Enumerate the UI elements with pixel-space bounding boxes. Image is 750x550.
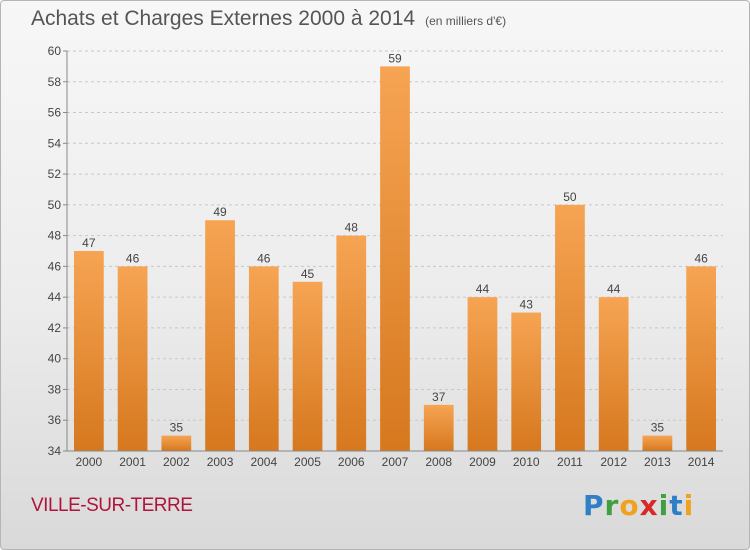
data-label: 35 <box>651 421 665 435</box>
data-label: 44 <box>476 282 490 296</box>
x-tick-label: 2005 <box>294 455 321 469</box>
y-tick-label: 36 <box>48 413 62 427</box>
y-tick-label: 44 <box>48 290 62 304</box>
y-tick-label: 40 <box>48 352 62 366</box>
bar <box>117 266 148 451</box>
data-label: 49 <box>213 205 227 219</box>
y-tick-label: 60 <box>48 44 62 58</box>
x-tick-label: 2007 <box>382 455 409 469</box>
y-tick-label: 52 <box>48 167 62 181</box>
data-label: 44 <box>607 282 621 296</box>
logo-letter: x <box>639 489 659 522</box>
data-label: 50 <box>563 190 577 204</box>
x-tick-label: 2014 <box>688 455 715 469</box>
data-label: 46 <box>694 251 708 265</box>
x-tick-label: 2002 <box>163 455 190 469</box>
x-tick-label: 2011 <box>557 455 583 469</box>
data-label: 46 <box>257 251 271 265</box>
data-label: 46 <box>126 251 140 265</box>
data-label: 47 <box>82 236 96 250</box>
bar <box>642 435 673 451</box>
bar <box>598 297 629 451</box>
bar <box>380 66 410 451</box>
x-tick-label: 2010 <box>513 455 540 469</box>
y-tick-label: 50 <box>48 198 62 212</box>
x-tick-label: 2001 <box>119 455 146 469</box>
chart-title-text: Achats et Charges Externes 2000 à 2014 <box>31 7 416 30</box>
commune-name: VILLE-SUR-TERRE <box>31 495 193 516</box>
data-labels: 47 46 35 49 46 45 48 59 37 44 43 50 44 35 46 <box>82 51 708 434</box>
x-tick-label: 2012 <box>600 455 627 469</box>
bar <box>423 404 454 451</box>
bar <box>205 220 235 451</box>
x-axis-ticks: 2000 2001 2002 2003 2004 2005 2006 2007 2008 2009… <box>76 455 715 469</box>
x-tick-label: 2008 <box>425 455 452 469</box>
x-tick-label: 2006 <box>338 455 365 469</box>
proxiti-logo: Proxiti <box>583 489 694 522</box>
x-tick-label: 2000 <box>76 455 103 469</box>
y-tick-label: 34 <box>48 444 62 458</box>
bar <box>555 204 585 451</box>
bar <box>161 435 192 451</box>
y-tick-label: 46 <box>48 259 62 273</box>
data-label: 48 <box>345 221 359 235</box>
bar <box>248 266 279 451</box>
bar <box>686 266 717 451</box>
x-tick-label: 2013 <box>644 455 671 469</box>
logo-letter: P <box>583 489 605 522</box>
chart-subtitle: (en milliers d'€) <box>425 14 507 28</box>
bar <box>467 297 498 451</box>
x-tick-label: 2003 <box>207 455 234 469</box>
x-tick-label: 2009 <box>469 455 496 469</box>
axes <box>66 51 723 452</box>
y-axis-ticks: 34 36 38 40 42 44 46 48 50 52 54 56 58 60 <box>48 44 67 458</box>
logo-letter: t <box>669 489 684 522</box>
x-tick-label: 2004 <box>250 455 277 469</box>
logo-letter: r <box>604 489 620 522</box>
logo-letter: i <box>683 489 695 522</box>
data-label: 59 <box>388 51 402 65</box>
bars <box>73 66 717 451</box>
data-label: 35 <box>170 421 184 435</box>
bar <box>292 281 323 451</box>
y-tick-label: 54 <box>48 136 62 150</box>
y-tick-label: 58 <box>48 75 62 89</box>
y-tick-label: 38 <box>48 382 62 396</box>
data-label: 45 <box>301 267 315 281</box>
chart-title: Achats et Charges Externes 2000 à 2014 (e… <box>31 7 506 31</box>
data-label: 43 <box>520 298 534 312</box>
data-label: 37 <box>432 390 446 404</box>
bar <box>336 235 367 451</box>
bar <box>511 312 542 451</box>
bar <box>73 251 104 451</box>
logo-letter: i <box>658 489 670 522</box>
logo-letter: o <box>619 489 640 522</box>
y-tick-label: 42 <box>48 321 62 335</box>
y-tick-label: 56 <box>48 106 62 120</box>
y-tick-label: 48 <box>48 229 62 243</box>
